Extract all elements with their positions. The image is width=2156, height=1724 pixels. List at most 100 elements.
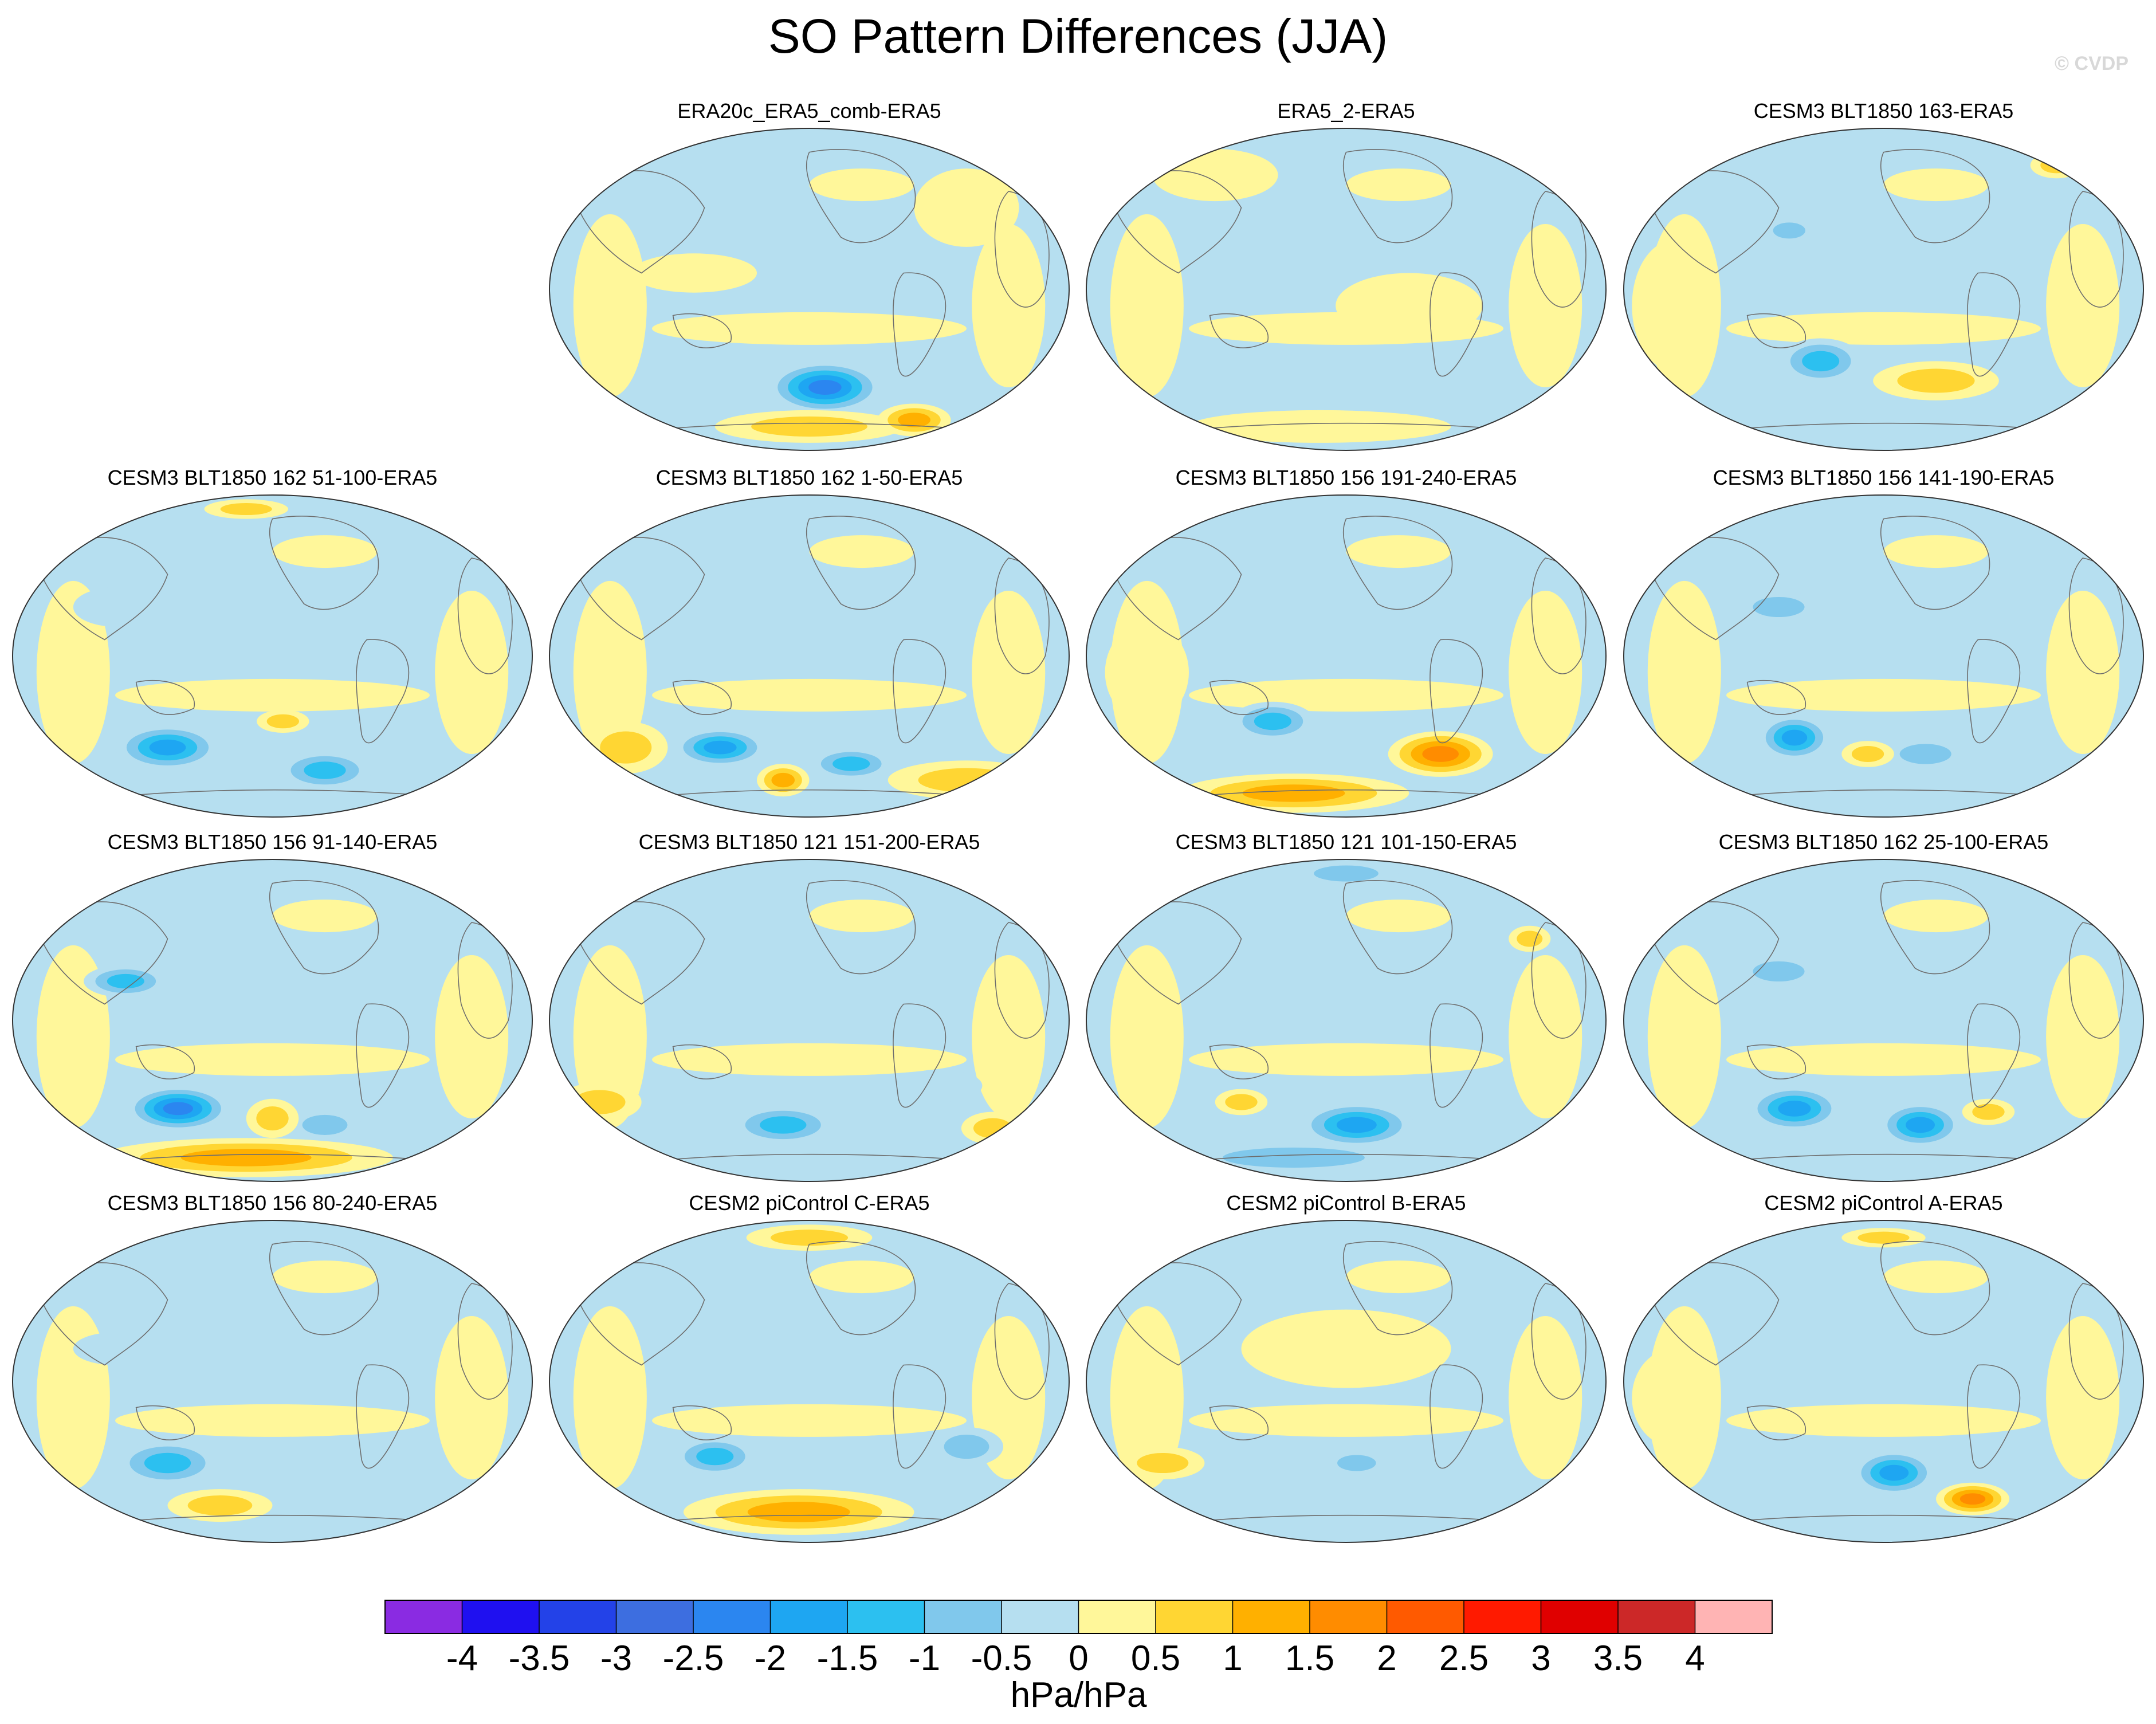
map-outline <box>1623 1220 2144 1543</box>
map-panel <box>549 859 1070 1182</box>
contour-blob <box>1241 1309 1451 1388</box>
contour-band <box>1509 224 1582 387</box>
contour-band <box>2046 224 2120 387</box>
map-panel <box>1086 1220 1607 1543</box>
contour-blob <box>704 740 737 755</box>
contour-band <box>1647 580 1721 764</box>
colorbar-tick-label: -4 <box>446 1639 478 1678</box>
coastline <box>1880 1241 1990 1336</box>
contour-blob <box>1517 930 1543 947</box>
coastline <box>1109 1262 1242 1366</box>
contour-band <box>1509 591 1582 754</box>
panel-title: CESM3 BLT1850 156 141-190-ERA5 <box>1713 466 2055 489</box>
colorbar-tick-label: -0.5 <box>971 1639 1032 1678</box>
map-panel <box>1623 1220 2144 1543</box>
colorbar-swatch <box>1310 1600 1387 1633</box>
colorbar-swatch <box>1618 1600 1695 1633</box>
colorbar-swatch <box>1156 1600 1233 1633</box>
colorbar-swatch <box>1387 1600 1464 1633</box>
contour-blob <box>1225 1094 1258 1110</box>
map-panel <box>549 494 1070 818</box>
contour-blob <box>1137 1452 1189 1474</box>
colorbar-swatch <box>539 1600 616 1633</box>
coastline <box>135 680 195 715</box>
contour-blob <box>600 731 652 764</box>
contour-band <box>435 591 509 754</box>
coastline <box>1109 537 1242 641</box>
contour-blob <box>1753 596 1805 618</box>
panel-title: CESM3 BLT1850 121 151-200-ERA5 <box>638 830 980 854</box>
coastline <box>893 1003 947 1108</box>
contour-blob <box>1972 1103 2005 1120</box>
contour-band <box>652 1043 967 1076</box>
map-outline <box>1086 859 1607 1182</box>
contour-blob <box>808 379 842 395</box>
colorbar-swatch <box>770 1600 848 1633</box>
contour-blob <box>304 761 346 779</box>
coastline <box>1342 1241 1453 1336</box>
coastline <box>1209 1044 1269 1079</box>
contour-blob <box>898 413 930 427</box>
contour-band <box>652 312 967 345</box>
contour-band <box>36 580 110 764</box>
contour-band <box>2046 591 2120 754</box>
coastline <box>672 1044 732 1079</box>
contour-blob <box>631 253 757 293</box>
contour-band <box>809 168 914 202</box>
colorbar-tick-label: 2.5 <box>1439 1639 1489 1678</box>
contour-band <box>1110 1306 1184 1490</box>
coastline <box>269 880 379 975</box>
contour-band <box>2046 1316 2120 1479</box>
colorbar-swatch <box>1541 1600 1619 1633</box>
contour-band <box>435 1316 509 1479</box>
contour-band <box>115 1043 430 1076</box>
coastline <box>1109 170 1242 274</box>
map-panel <box>1623 494 2144 818</box>
contour-band <box>809 535 914 568</box>
coastline <box>135 1044 195 1079</box>
contour-band <box>652 1404 967 1437</box>
contour-blob <box>696 1447 734 1466</box>
coastline <box>269 516 379 610</box>
contour-band <box>573 214 647 398</box>
contour-blob <box>747 1502 850 1522</box>
map-outline <box>549 494 1070 818</box>
contour-blob <box>107 973 144 989</box>
colorbar-swatch <box>616 1600 694 1633</box>
map-panel <box>1623 859 2144 1182</box>
coastline <box>1647 1262 1780 1366</box>
contour-blob <box>1778 1101 1811 1117</box>
colorbar-tick-label: 4 <box>1685 1639 1705 1678</box>
colorbar-units: hPa/hPa <box>1011 1675 1147 1715</box>
map-outline <box>12 859 533 1182</box>
contour-blob <box>266 714 299 729</box>
contour-blob <box>1223 1147 1365 1168</box>
colorbar-tick-label: 2 <box>1377 1639 1396 1678</box>
map-outline <box>1086 128 1607 451</box>
contour-band <box>2046 955 2120 1118</box>
contour-band <box>809 900 914 933</box>
coastline <box>893 1364 947 1469</box>
contour-blob <box>1897 368 1975 393</box>
contour-band <box>1883 1260 1989 1294</box>
coastline <box>806 516 916 610</box>
contour-band <box>1189 1043 1503 1076</box>
coastline <box>1430 1003 1483 1108</box>
coastline <box>1342 516 1453 610</box>
coastline <box>893 639 947 744</box>
colorbar-swatch <box>693 1600 771 1633</box>
coastline <box>36 537 168 641</box>
map-panel <box>12 494 533 818</box>
map-panel <box>1086 494 1607 818</box>
contour-blob <box>163 1102 193 1116</box>
contour-band <box>1883 168 1989 202</box>
coastline <box>36 901 168 1005</box>
coastline <box>893 272 947 377</box>
panel-title: CESM3 BLT1850 156 80-240-ERA5 <box>107 1191 438 1215</box>
coastline <box>572 170 705 274</box>
colorbar-swatch <box>1695 1600 1773 1633</box>
coastline <box>1209 680 1269 715</box>
contour-band <box>1726 1043 2041 1076</box>
contour-band <box>1189 1404 1503 1437</box>
